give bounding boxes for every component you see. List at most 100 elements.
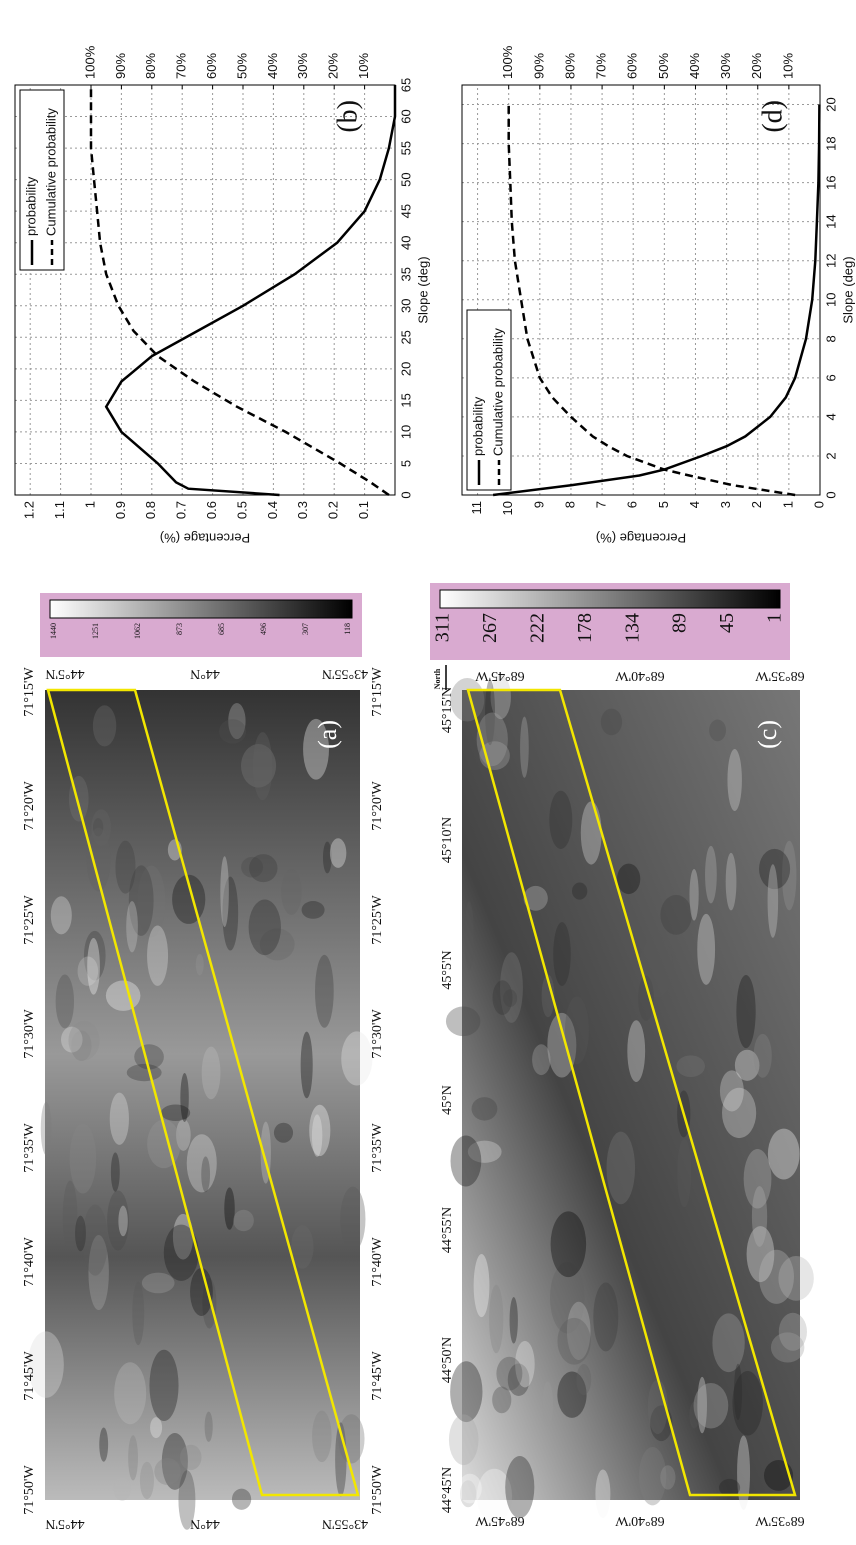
y-tick-label: 10	[500, 501, 515, 515]
terrain	[593, 1282, 618, 1351]
y2-tick-label: 50%	[656, 53, 671, 79]
y-tick-label: 0.2	[326, 501, 341, 519]
terrain	[689, 869, 698, 921]
map-tick-label: 45°5'N	[440, 950, 455, 989]
map-tick-label: 45°N	[440, 1085, 455, 1115]
terrain	[709, 719, 726, 741]
y-tick-label: 0.4	[265, 501, 280, 519]
legend-label: probability	[23, 176, 38, 236]
y-tick-label: 0	[811, 501, 826, 508]
plot-area	[15, 85, 395, 495]
colorbar-label: 311	[432, 613, 454, 642]
y-tick-label: 0.5	[234, 501, 249, 519]
map-tick-label: 71°25'W	[22, 895, 37, 945]
x-tick-label: 50	[398, 172, 413, 186]
terrain	[63, 1181, 78, 1253]
terrain	[465, 901, 474, 970]
map-tick-label: 71°30'W	[370, 1009, 385, 1059]
terrain	[41, 1102, 52, 1155]
terrain	[201, 1156, 210, 1192]
colorbar-label: 496	[259, 623, 268, 635]
y-tick-label: 1.1	[52, 501, 67, 519]
y-tick-label: 1	[82, 501, 97, 508]
terrain	[532, 1044, 550, 1075]
y-tick-label: 7	[594, 501, 609, 508]
colorbar-label: 89	[669, 613, 691, 633]
map-tick-label: 45°15'N	[440, 687, 455, 733]
y2-tick-label: 40%	[687, 53, 702, 79]
terrain	[220, 856, 229, 927]
terrain	[312, 1114, 322, 1156]
terrain	[99, 1427, 108, 1461]
terrain	[450, 678, 484, 722]
map-tick-label: 71°30'W	[22, 1009, 37, 1059]
x-tick-label: 5	[398, 460, 413, 467]
map-tick-label: 71°40'W	[370, 1237, 385, 1287]
colorbar-label: 307	[301, 623, 310, 635]
y2-tick-label: 20%	[749, 53, 764, 79]
map-tick-label: 68°40'W	[615, 1513, 665, 1528]
terrain	[778, 1256, 813, 1301]
y-tick-label: 0.1	[356, 501, 371, 519]
y2-tick-label: 90%	[113, 53, 128, 79]
panel-label: (a)	[313, 720, 342, 749]
terrain	[114, 1362, 146, 1424]
y-tick-label: 4	[687, 501, 702, 508]
terrain	[660, 895, 692, 935]
terrain	[697, 914, 715, 985]
colorbar-label: 1	[764, 613, 786, 623]
map-tick-label: 71°35'W	[22, 1123, 37, 1173]
terrain	[233, 1210, 254, 1231]
terrain	[154, 1458, 180, 1485]
terrain	[149, 1350, 178, 1421]
colorbar-label: 685	[217, 623, 226, 635]
plot-area	[462, 85, 820, 495]
terrain	[330, 838, 346, 868]
terrain	[132, 1282, 144, 1345]
y2-tick-label: 30%	[718, 53, 733, 79]
terrain	[118, 1206, 127, 1237]
y2-tick-label: 50%	[234, 53, 249, 79]
terrain	[572, 883, 587, 900]
terrain	[70, 1124, 97, 1194]
terrain	[472, 1097, 498, 1120]
terrain	[496, 1357, 522, 1391]
terrain	[542, 1381, 553, 1425]
terrain	[553, 922, 571, 986]
y-tick-label: 0.9	[113, 501, 128, 519]
terrain	[779, 1313, 807, 1351]
terrain	[140, 1462, 154, 1499]
colorbar-label: 1440	[49, 623, 58, 639]
terrain	[752, 1186, 767, 1247]
terrain	[232, 1489, 251, 1510]
terrain	[93, 705, 116, 746]
terrain	[315, 955, 334, 1028]
y2-tick-label: 30%	[295, 53, 310, 79]
y2-tick-label: 40%	[265, 53, 280, 79]
y2-tick-label: 80%	[143, 53, 158, 79]
colorbar-label: 134	[621, 613, 643, 643]
map-tick-label: 43°55'N	[322, 1516, 368, 1531]
terrain	[754, 1034, 772, 1078]
terrain	[219, 719, 246, 744]
y-tick-label: 5	[656, 501, 671, 508]
x-tick-label: 2	[823, 452, 838, 459]
terrain	[340, 1187, 365, 1252]
panel-label: (b)	[332, 100, 363, 133]
map-tick-label: 71°15'W	[22, 667, 37, 717]
x-tick-label: 60	[398, 109, 413, 123]
map-tick-label: 43°55'N	[322, 666, 368, 681]
x-tick-label: 40	[398, 235, 413, 249]
map-tick-label: 71°50'W	[22, 1465, 37, 1515]
terrain	[551, 1211, 587, 1277]
y-tick-label: 0.6	[204, 501, 219, 519]
y-tick-label: 1	[780, 501, 795, 508]
map-tick-label: 68°35'W	[755, 1513, 805, 1528]
terrain	[110, 1093, 129, 1145]
north-label: North	[433, 668, 442, 689]
x-tick-label: 14	[823, 214, 838, 228]
terrain	[142, 1273, 175, 1294]
x-axis-label: Slope (deg)	[415, 256, 430, 323]
terrain	[694, 1383, 729, 1429]
y2-tick-label: 10%	[780, 53, 795, 79]
